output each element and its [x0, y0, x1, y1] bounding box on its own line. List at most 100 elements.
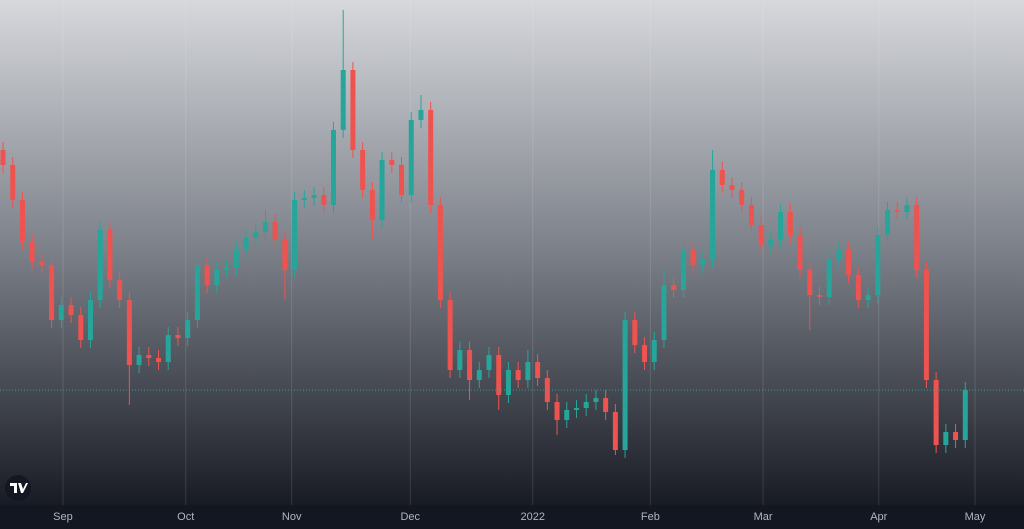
- candle-body: [710, 170, 716, 260]
- candle-body: [758, 225, 764, 245]
- candle-body: [49, 265, 55, 320]
- candle-body: [146, 355, 152, 358]
- candle-body: [233, 250, 239, 267]
- candle-body: [797, 235, 803, 270]
- candle-body: [272, 222, 278, 240]
- candle-body: [224, 267, 230, 270]
- x-tick-label: Dec: [400, 511, 420, 523]
- candle-body: [564, 410, 570, 420]
- candle-body: [408, 120, 414, 195]
- candle-body: [846, 250, 852, 275]
- candle-body: [292, 200, 298, 270]
- candle-body: [78, 315, 84, 340]
- candle-body: [525, 362, 531, 380]
- candle-body: [29, 242, 35, 262]
- candle-body: [214, 270, 220, 285]
- candle-body: [593, 398, 599, 402]
- candle-body: [816, 295, 822, 297]
- candle-body: [700, 260, 706, 265]
- candle-body: [175, 335, 181, 338]
- candle-body: [58, 305, 64, 320]
- candle-body: [437, 205, 443, 300]
- candle-body: [953, 432, 959, 440]
- candle-body: [457, 350, 463, 370]
- x-tick-label: Sep: [53, 511, 73, 523]
- candle-body: [904, 205, 910, 212]
- candle-body: [330, 130, 336, 205]
- candle-body: [535, 362, 541, 378]
- candle-body: [243, 238, 249, 250]
- candle-body: [554, 402, 560, 420]
- candle-body: [515, 370, 521, 380]
- candle-body: [301, 198, 307, 200]
- candle-body: [350, 70, 356, 150]
- x-tick-label: Mar: [754, 511, 773, 523]
- candle-body: [622, 320, 628, 450]
- candle-body: [933, 380, 939, 445]
- candle-body: [680, 250, 686, 290]
- candle-body: [389, 160, 395, 165]
- grid: [62, 0, 976, 505]
- candle-body: [729, 185, 735, 190]
- candle-body: [447, 300, 453, 370]
- candle-body: [612, 412, 618, 450]
- candle-body: [807, 270, 813, 295]
- candle-body: [68, 305, 74, 315]
- candle-body: [185, 320, 191, 338]
- candle-body: [496, 355, 502, 395]
- logo[interactable]: [5, 475, 31, 501]
- candle-body: [544, 378, 550, 402]
- candle-body: [19, 200, 25, 242]
- candle-body: [97, 230, 103, 300]
- candle-body: [778, 212, 784, 240]
- candle-body: [865, 295, 871, 300]
- candle-body: [855, 275, 861, 300]
- plot-background: [0, 0, 1024, 505]
- candle-body: [204, 265, 210, 285]
- candle-body: [87, 300, 93, 340]
- time-axis: [0, 505, 1024, 529]
- candle-body: [690, 250, 696, 265]
- candle-body: [943, 432, 949, 445]
- candle-body: [476, 370, 482, 380]
- candle-body: [826, 260, 832, 297]
- candle-body: [894, 210, 900, 212]
- candle-body: [661, 285, 667, 340]
- candle-body: [369, 190, 375, 220]
- candle-body: [282, 240, 288, 270]
- candle-body: [768, 240, 774, 245]
- x-tick-label: 2022: [520, 511, 544, 523]
- candle-body: [399, 165, 405, 195]
- candle-body: [165, 335, 171, 362]
- candle-body: [739, 190, 745, 205]
- candle-body: [117, 280, 123, 300]
- candle-body: [418, 110, 424, 120]
- candle-body: [136, 355, 142, 365]
- candle-body: [486, 355, 492, 370]
- candle-body: [360, 150, 366, 190]
- candle-body: [671, 285, 677, 290]
- candle-body: [875, 235, 881, 295]
- candle-body: [885, 210, 891, 235]
- x-tick-label: Nov: [282, 511, 302, 523]
- candles: [0, 10, 1024, 458]
- candle-body: [311, 195, 317, 198]
- candle-body: [262, 222, 268, 232]
- candle-body: [194, 265, 200, 320]
- candle-body: [379, 160, 385, 220]
- candle-body: [719, 170, 725, 185]
- candle-body: [156, 358, 162, 362]
- candle-body: [126, 300, 132, 365]
- x-tick-label: Feb: [641, 511, 660, 523]
- candle-body: [962, 390, 968, 440]
- candle-body: [10, 165, 16, 200]
- candle-body: [467, 350, 473, 380]
- candle-body: [923, 270, 929, 380]
- candle-body: [651, 340, 657, 362]
- candle-body: [39, 262, 45, 265]
- candle-body: [253, 232, 259, 238]
- candle-body: [321, 195, 327, 205]
- candle-body: [583, 402, 589, 408]
- candle-body: [0, 150, 6, 165]
